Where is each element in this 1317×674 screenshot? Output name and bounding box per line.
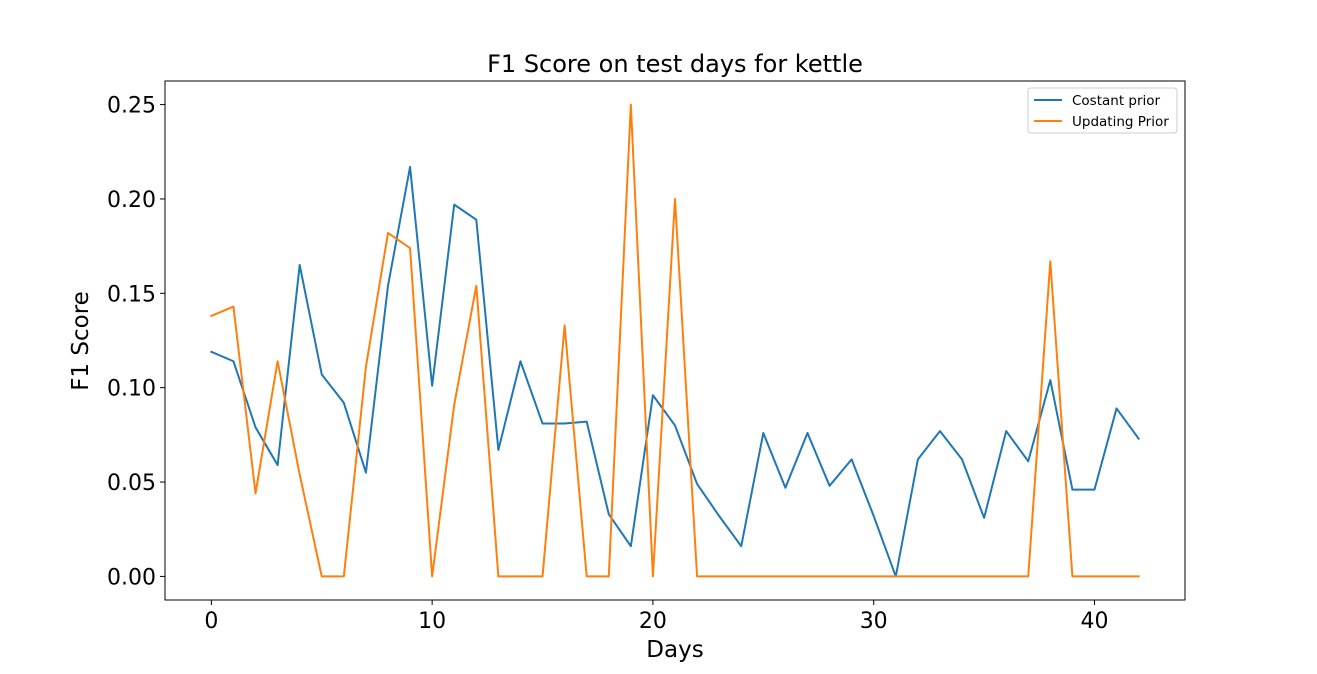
legend-label-1: Costant prior [1072, 93, 1161, 109]
series-line-2 [210, 103, 1140, 578]
axes-frame [164, 80, 1186, 601]
y-axis-ticks: 0.00 0.05 0.10 0.15 0.20 0.25 [107, 94, 165, 590]
y-tick-label: 0.00 [107, 565, 156, 590]
y-tick-label: 0.10 [107, 377, 156, 402]
x-tick-label: 40 [1080, 609, 1108, 634]
y-tick-label: 0.15 [107, 282, 156, 307]
legend: Costant prior Updating Prior [1027, 87, 1178, 134]
y-axis-label: F1 Score [68, 291, 94, 391]
chart-title: F1 Score on test days for kettle [487, 50, 863, 78]
legend-entries: Costant prior Updating Prior [1034, 93, 1169, 130]
x-axis-label: Days [646, 637, 703, 663]
x-axis-ticks: 0 10 20 30 40 [204, 600, 1108, 634]
x-tick-label: 20 [639, 609, 667, 634]
series-layer [210, 103, 1141, 578]
x-tick-label: 10 [418, 609, 446, 634]
y-tick-label: 0.20 [107, 188, 156, 213]
x-tick-label: 0 [204, 609, 218, 634]
y-tick-label: 0.25 [107, 94, 156, 119]
x-tick-label: 30 [860, 609, 888, 634]
legend-box [1027, 87, 1178, 134]
legend-label-2: Updating Prior [1072, 114, 1169, 130]
plot-area [164, 80, 1186, 601]
series-line-1 [210, 165, 1141, 578]
y-tick-label: 0.05 [107, 471, 156, 496]
